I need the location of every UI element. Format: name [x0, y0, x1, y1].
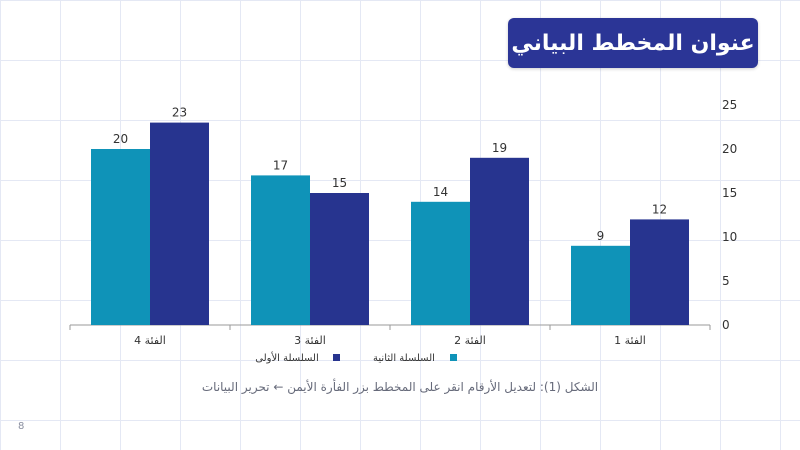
data-label-series-1: 15: [332, 176, 347, 190]
bar-series-1: [150, 122, 209, 325]
bar-series-1: [310, 193, 369, 325]
chart-title: عنوان المخطط البياني: [511, 30, 755, 56]
data-label-series-1: 12: [652, 202, 667, 216]
data-label-series-1: 19: [492, 141, 507, 155]
y-tick-label: 15: [722, 186, 737, 200]
y-tick-label: 5: [722, 274, 730, 288]
legend-swatch-series-2: [450, 354, 457, 361]
legend-label-series-1: السلسلة الأولى: [255, 351, 319, 364]
data-label-series-2: 9: [597, 229, 605, 243]
data-label-series-2: 20: [113, 132, 128, 146]
y-tick-label: 10: [722, 230, 737, 244]
figure-caption: الشكل (1): لتعديل الأرقام انقر على المخط…: [201, 380, 599, 394]
bar-series-1: [470, 157, 529, 325]
x-category-label: الفئة 3: [294, 334, 326, 347]
x-category-label: الفئة 1: [614, 334, 646, 347]
legend-swatch-series-1: [333, 354, 340, 361]
page-number: 8: [18, 421, 25, 432]
y-tick-label: 0: [722, 318, 730, 332]
data-label-series-1: 23: [172, 106, 187, 120]
legend-label-series-2: السلسلة الثانية: [373, 353, 435, 364]
chart-title-box: عنوان المخطط البياني: [508, 18, 758, 68]
bar-series-1: [630, 219, 689, 325]
x-category-label: الفئة 4: [134, 334, 166, 347]
bar-chart: 0 5 10 15 20 25 9 12 الفئة 1 14 19 الفئة 2 17 15 الفئة…: [69, 98, 737, 364]
bar-series-2: [411, 201, 470, 325]
x-category-label: الفئة 2: [454, 334, 486, 347]
y-tick-label: 25: [722, 98, 737, 112]
bar-series-2: [571, 245, 630, 325]
bar-series-2: [251, 175, 310, 325]
bar-series-2: [91, 149, 150, 325]
data-label-series-2: 17: [273, 158, 288, 172]
data-label-series-2: 14: [433, 185, 448, 199]
y-tick-label: 20: [722, 142, 737, 156]
